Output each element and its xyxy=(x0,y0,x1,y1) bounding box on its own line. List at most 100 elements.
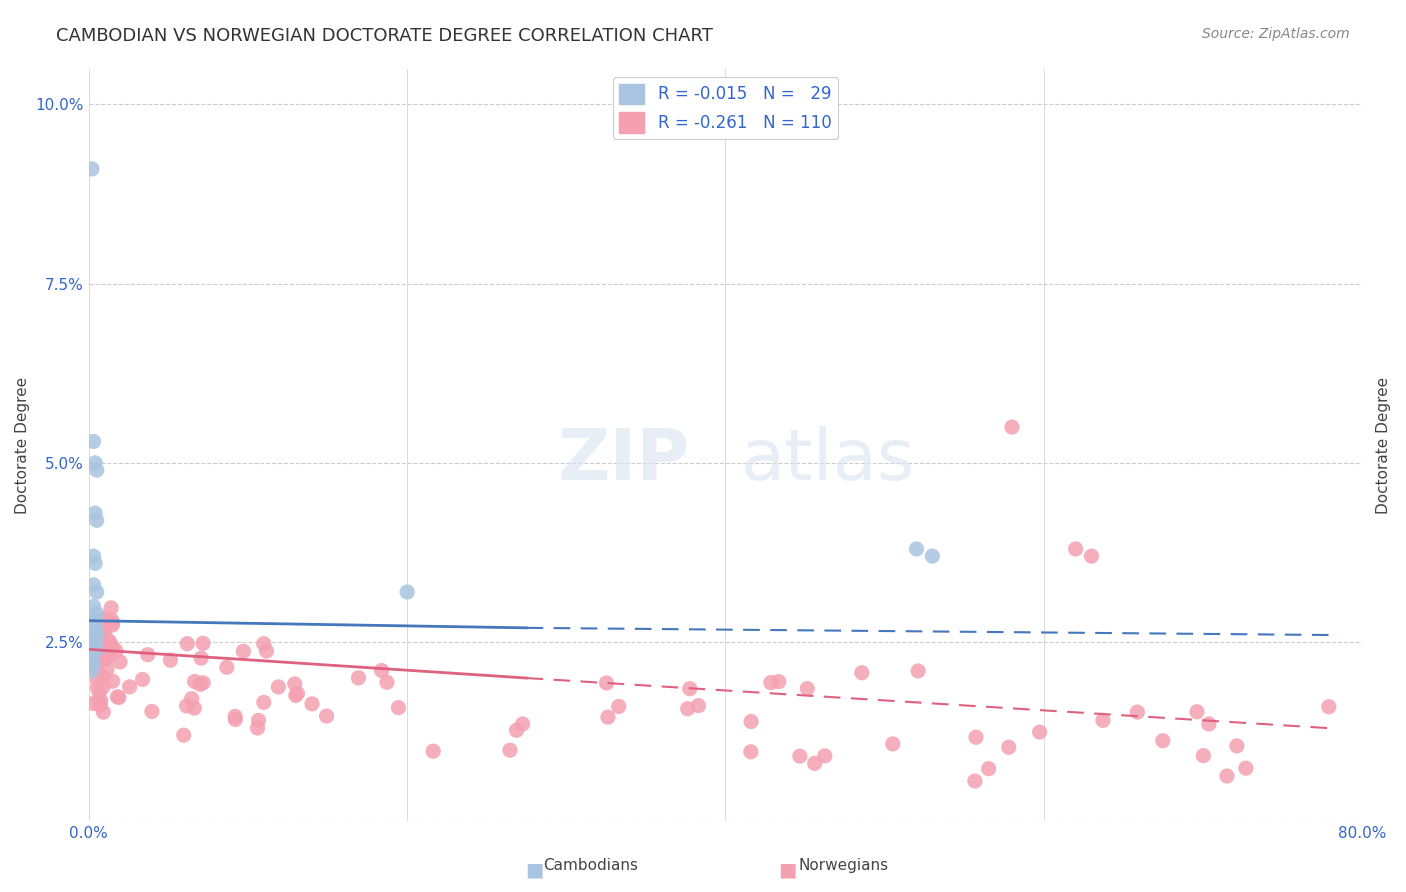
Point xyxy=(997,740,1019,755)
Point xyxy=(83,657,105,671)
Point xyxy=(89,643,111,657)
Point xyxy=(84,662,107,676)
Text: Norwegians: Norwegians xyxy=(799,858,889,872)
Point xyxy=(1185,705,1208,719)
Point xyxy=(253,695,276,709)
Point xyxy=(83,549,105,563)
Point xyxy=(89,686,111,700)
Point xyxy=(396,585,419,599)
Point xyxy=(108,655,131,669)
Point xyxy=(1091,714,1114,728)
Point xyxy=(91,647,114,661)
Point xyxy=(246,721,269,735)
Point xyxy=(105,644,128,658)
Point xyxy=(131,673,153,687)
Point xyxy=(82,697,104,711)
Text: atlas: atlas xyxy=(740,425,914,494)
Point xyxy=(370,664,392,678)
Point xyxy=(191,636,214,650)
Point xyxy=(94,632,117,646)
Point xyxy=(814,748,837,763)
Point xyxy=(679,681,702,696)
Point xyxy=(108,690,131,705)
Point xyxy=(224,713,246,727)
Point xyxy=(215,660,238,674)
Point xyxy=(83,621,105,635)
Point xyxy=(1152,733,1174,747)
Point xyxy=(676,702,699,716)
Point xyxy=(963,774,986,789)
Point xyxy=(84,633,107,648)
Point xyxy=(83,642,105,657)
Point xyxy=(176,698,198,713)
Point xyxy=(768,674,790,689)
Point xyxy=(183,701,205,715)
Point xyxy=(84,557,107,571)
Point xyxy=(1198,717,1220,731)
Point xyxy=(93,642,115,657)
Point xyxy=(1226,739,1249,753)
Point xyxy=(84,614,107,628)
Point xyxy=(105,690,128,704)
Point xyxy=(101,616,124,631)
Point xyxy=(921,549,943,563)
Point xyxy=(191,675,214,690)
Point xyxy=(83,628,105,642)
Point xyxy=(96,652,118,666)
Point xyxy=(98,645,121,659)
Point xyxy=(1192,748,1215,763)
Point xyxy=(86,673,108,687)
Y-axis label: Doctorate Degree: Doctorate Degree xyxy=(15,376,30,514)
Point xyxy=(176,637,198,651)
Point xyxy=(93,612,115,626)
Point xyxy=(347,671,370,685)
Point xyxy=(100,600,122,615)
Point xyxy=(512,717,534,731)
Point xyxy=(91,705,114,719)
Point xyxy=(1216,769,1239,783)
Point xyxy=(97,634,120,648)
Text: Cambodians: Cambodians xyxy=(543,858,638,872)
Text: ■: ■ xyxy=(778,860,797,880)
Y-axis label: Doctorate Degree: Doctorate Degree xyxy=(1376,376,1391,514)
Point xyxy=(499,743,522,757)
Point xyxy=(82,648,104,663)
Point xyxy=(86,513,108,527)
Point xyxy=(315,709,337,723)
Point xyxy=(93,640,115,654)
Point xyxy=(80,614,103,628)
Point xyxy=(96,662,118,676)
Text: ZIP: ZIP xyxy=(557,425,690,494)
Point xyxy=(80,649,103,664)
Point xyxy=(505,723,527,738)
Point xyxy=(84,506,107,520)
Point xyxy=(87,694,110,708)
Point xyxy=(232,644,254,658)
Point xyxy=(284,689,307,703)
Point xyxy=(284,677,307,691)
Point xyxy=(851,665,873,680)
Point xyxy=(86,585,108,599)
Point xyxy=(267,680,290,694)
Point xyxy=(1001,420,1024,434)
Point xyxy=(190,651,212,665)
Point xyxy=(94,651,117,665)
Point xyxy=(301,697,323,711)
Point xyxy=(375,675,398,690)
Point xyxy=(101,674,124,689)
Point xyxy=(84,635,107,649)
Point xyxy=(86,681,108,695)
Point xyxy=(89,698,111,712)
Point xyxy=(80,664,103,678)
Legend: R = -0.015   N =   29, R = -0.261   N = 110: R = -0.015 N = 29, R = -0.261 N = 110 xyxy=(613,77,838,139)
Point xyxy=(90,694,112,708)
Point xyxy=(387,700,409,714)
Point xyxy=(136,648,159,662)
Point xyxy=(256,644,278,658)
Point xyxy=(84,621,107,635)
Point xyxy=(607,699,630,714)
Point xyxy=(91,670,114,684)
Point xyxy=(253,637,276,651)
Point xyxy=(287,686,309,700)
Point xyxy=(422,744,444,758)
